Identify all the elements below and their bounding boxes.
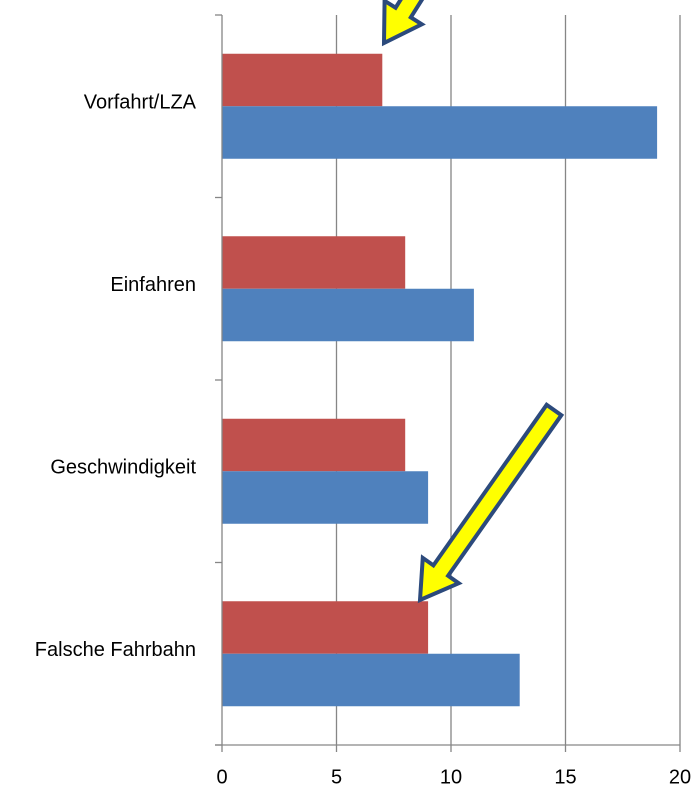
- bar: [222, 653, 520, 707]
- y-tick-label: Geschwindigkeit: [50, 457, 196, 479]
- x-tick-label: 0: [216, 766, 227, 788]
- bar: [222, 53, 383, 107]
- y-tick-label: Einfahren: [110, 274, 196, 296]
- bar: [222, 418, 406, 472]
- x-tick-label: 20: [669, 766, 691, 788]
- arrow: [417, 402, 565, 604]
- bar: [222, 471, 429, 524]
- bar: [222, 288, 474, 342]
- bar: [222, 106, 658, 159]
- arrow: [381, 0, 426, 47]
- x-tick-label: 5: [331, 766, 342, 788]
- y-tick-label: Vorfahrt/LZA: [84, 92, 197, 114]
- x-tick-label: 15: [554, 766, 576, 788]
- x-tick-label: 10: [440, 766, 462, 788]
- bar: [222, 236, 406, 289]
- bar: [222, 601, 429, 654]
- y-tick-label: Falsche Fahrbahn: [35, 639, 196, 661]
